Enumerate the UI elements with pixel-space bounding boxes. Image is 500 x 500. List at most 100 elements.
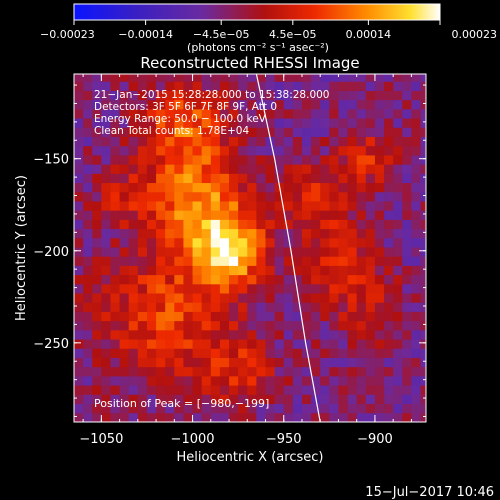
heatmap-cell	[101, 210, 111, 220]
heatmap-cell	[402, 108, 412, 119]
heatmap-cell	[384, 247, 394, 257]
heatmap-cell	[101, 164, 111, 174]
heatmap-cell	[402, 256, 412, 266]
heatmap-cell	[92, 237, 102, 248]
heatmap-cell	[256, 329, 266, 340]
heatmap-cell	[128, 228, 139, 239]
heatmap-cell	[420, 228, 426, 239]
heatmap-cell	[283, 357, 294, 368]
heatmap-cell	[274, 90, 285, 101]
heatmap-cell	[329, 320, 339, 331]
heatmap-cell	[146, 74, 157, 82]
heatmap-cell	[301, 228, 312, 239]
heatmap-cell	[92, 375, 102, 386]
heatmap-cell	[192, 339, 203, 349]
heatmap-cell	[229, 155, 239, 165]
heatmap-cell	[165, 228, 175, 239]
heatmap-cell	[402, 385, 412, 395]
heatmap-cell	[393, 311, 403, 322]
heatmap-cell	[210, 127, 221, 138]
heatmap-cell	[83, 394, 93, 404]
heatmap-cell	[83, 311, 93, 322]
heatmap-cell	[420, 329, 426, 340]
heatmap-cell	[101, 81, 111, 91]
heatmap-cell	[83, 339, 93, 349]
heatmap-cell	[347, 74, 358, 82]
heatmap-cell	[320, 145, 330, 156]
heatmap-cell	[183, 164, 193, 174]
heatmap-cell	[92, 329, 102, 340]
heatmap-cell	[356, 311, 367, 322]
heatmap-cell	[283, 366, 294, 377]
heatmap-cell	[119, 237, 130, 248]
heatmap-cell	[174, 247, 184, 257]
heatmap-cell	[311, 173, 321, 184]
heatmap-cell	[374, 385, 385, 395]
heatmap-cell	[283, 247, 294, 257]
heatmap-cell	[119, 145, 130, 156]
heatmap-cell	[219, 256, 230, 266]
heatmap-cell	[229, 247, 239, 257]
heatmap-cell	[384, 320, 394, 331]
colorbar	[73, 3, 441, 21]
heatmap-cell	[256, 145, 266, 156]
heatmap-cell	[174, 164, 184, 174]
heatmap-cell	[274, 173, 285, 184]
heatmap-cell	[219, 403, 230, 414]
heatmap-cell	[229, 145, 239, 156]
heatmap-cell	[156, 191, 166, 202]
heatmap-cell	[101, 283, 111, 294]
heatmap-cell	[146, 228, 157, 239]
heatmap-cell	[92, 293, 102, 303]
heatmap-cell	[320, 136, 330, 147]
heatmap-cell	[283, 127, 294, 138]
heatmap-cell	[238, 81, 248, 91]
heatmap-cell	[374, 375, 385, 386]
heatmap-cell	[374, 136, 385, 147]
heatmap-cell	[265, 247, 276, 257]
heatmap-cell	[283, 155, 294, 165]
heatmap-cell	[128, 247, 139, 257]
heatmap-cell	[320, 108, 330, 119]
heatmap-cell	[329, 155, 339, 165]
heatmap-cell	[156, 311, 166, 322]
heatmap-cell	[420, 385, 426, 395]
heatmap-cell	[110, 283, 120, 294]
heatmap-cell	[338, 357, 348, 368]
heatmap-cell	[374, 265, 385, 276]
heatmap-cell	[283, 173, 294, 184]
heatmap-cell	[174, 274, 184, 285]
heatmap-cell	[219, 385, 230, 395]
heatmap-cell	[311, 219, 321, 230]
heatmap-cell	[384, 403, 394, 414]
heatmap-cell	[384, 127, 394, 138]
heatmap-cell	[101, 394, 111, 404]
heatmap-cell	[265, 412, 276, 422]
heatmap-cell	[165, 74, 175, 82]
heatmap-cell	[356, 81, 367, 91]
heatmap-cell	[137, 375, 148, 386]
heatmap-cell	[365, 339, 376, 349]
heatmap-cell	[247, 320, 257, 331]
heatmap-cell	[92, 311, 102, 322]
heatmap-cell	[137, 118, 148, 128]
heatmap-cell	[137, 108, 148, 119]
heatmap-cell	[74, 394, 84, 404]
heatmap-cell	[365, 256, 376, 266]
heatmap-cell	[192, 357, 203, 368]
heatmap-cell	[265, 155, 276, 165]
heatmap-cell	[137, 182, 148, 193]
heatmap-cell	[265, 219, 276, 230]
heatmap-cell	[256, 385, 266, 395]
heatmap-cell	[311, 339, 321, 349]
heatmap-cell	[301, 283, 312, 294]
heatmap-cell	[229, 311, 239, 322]
heatmap-cell	[274, 237, 285, 248]
heatmap-cell	[320, 99, 330, 110]
heatmap-cell	[283, 320, 294, 331]
heatmap-cell	[265, 366, 276, 377]
heatmap-cell	[384, 348, 394, 358]
heatmap-cell	[119, 118, 130, 128]
heatmap-cell	[201, 136, 212, 147]
heatmap-cell	[192, 283, 203, 294]
